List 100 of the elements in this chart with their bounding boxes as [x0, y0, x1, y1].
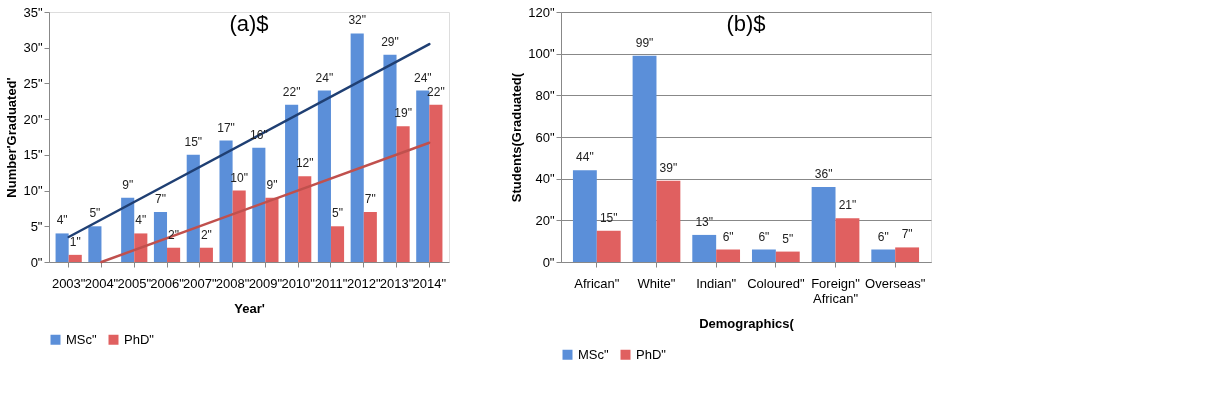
data-label: 9" — [266, 177, 278, 192]
y-tick-label: 25" — [23, 75, 43, 91]
bar — [330, 226, 345, 262]
data-label: 1" — [69, 234, 81, 249]
x-tick-label: 2003" — [51, 275, 86, 291]
data-label: 29" — [381, 34, 399, 49]
bar — [167, 247, 181, 262]
bar — [383, 54, 397, 262]
data-label: 5" — [782, 231, 794, 246]
bar — [751, 249, 776, 262]
bar — [232, 190, 246, 262]
bar — [835, 218, 860, 262]
bar — [88, 226, 102, 262]
data-label: 15" — [184, 134, 203, 149]
x-tick-label: 2012" — [346, 275, 381, 291]
chart-title: (a)$ — [229, 11, 269, 36]
y-tick-label: 40" — [535, 171, 555, 187]
x-axis-title: Year' — [234, 300, 265, 316]
legend-label: MSc" — [578, 346, 609, 362]
bar — [572, 170, 597, 262]
data-label: 7" — [901, 227, 913, 242]
data-label: 7" — [364, 192, 376, 206]
y-axis-title: Students(Graduated( — [509, 72, 525, 203]
data-label: 6" — [877, 229, 889, 244]
legend-label: PhD" — [636, 346, 667, 362]
x-tick-label: 2007" — [183, 275, 217, 291]
bar — [429, 104, 443, 262]
x-tick-label: Coloured" — [747, 275, 805, 291]
data-label: 4" — [135, 213, 147, 228]
data-label: 6" — [722, 229, 734, 244]
x-tick-label: Overseas" — [865, 275, 926, 291]
data-label: 99" — [635, 35, 654, 50]
x-tick-label: White" — [637, 275, 676, 291]
bar — [68, 254, 82, 262]
y-tick-label: 20" — [535, 212, 555, 228]
legend-label: PhD" — [124, 331, 155, 347]
bar — [186, 154, 200, 262]
y-axis-title: Number'Graduated' — [4, 77, 20, 198]
x-tick-label: 2010" — [281, 275, 316, 291]
x-tick-label: Foreign" African" — [811, 275, 861, 306]
bar — [716, 249, 741, 262]
bar — [252, 147, 266, 262]
bar — [350, 33, 364, 262]
y-tick-label: 120" — [528, 4, 555, 20]
bar — [596, 230, 621, 262]
bar — [199, 247, 213, 262]
bar — [134, 233, 148, 262]
data-label: 5" — [332, 206, 343, 221]
x-tick-label: 2004" — [84, 275, 119, 291]
bar — [265, 197, 279, 262]
data-label: 6" — [758, 229, 770, 244]
y-tick-label: 15" — [23, 147, 43, 163]
y-tick-label: 0" — [30, 254, 43, 270]
x-tick-label: 2013" — [379, 275, 414, 291]
data-label: 17" — [217, 120, 235, 135]
x-tick-label: 2008" — [215, 275, 250, 291]
bar — [871, 249, 896, 262]
y-tick-label: 0" — [542, 254, 555, 270]
bar — [632, 55, 657, 262]
bar — [396, 126, 410, 262]
x-axis-title: Demographics( — [699, 315, 795, 331]
x-tick-label: African" — [574, 275, 620, 291]
y-tick-label: 80" — [535, 87, 555, 103]
y-tick-label: 100" — [528, 46, 555, 62]
bar — [363, 212, 377, 262]
x-tick-label: 2006" — [150, 275, 185, 291]
y-tick-label: 20" — [23, 111, 43, 127]
y-tick-label: 35" — [23, 4, 43, 20]
y-tick-label: 30" — [23, 40, 43, 56]
bar — [55, 233, 69, 262]
chart-title: (b)$ — [726, 11, 766, 36]
y-tick-label: 5" — [30, 218, 43, 234]
bar — [656, 180, 681, 262]
y-tick-label: 10" — [23, 183, 43, 199]
data-label: 39" — [659, 160, 678, 175]
data-label: 22" — [427, 84, 445, 99]
bar — [285, 104, 299, 262]
data-label: 24" — [413, 70, 432, 85]
data-label: 24" — [315, 70, 334, 85]
x-tick-label: 2011" — [314, 275, 348, 291]
data-label: 15" — [599, 210, 618, 225]
data-label: 22" — [282, 84, 301, 99]
bar — [121, 197, 135, 262]
data-label: 7" — [155, 192, 166, 206]
bar — [317, 90, 331, 262]
x-tick-label: 2005" — [117, 275, 152, 291]
y-tick-label: 60" — [535, 129, 555, 145]
data-label: 5" — [89, 206, 101, 221]
bar — [811, 187, 836, 262]
x-tick-label: Indian" — [696, 275, 737, 291]
data-label: 4" — [56, 213, 68, 228]
data-label: 32" — [348, 13, 366, 28]
bar — [219, 140, 233, 262]
x-tick-label: 2014" — [412, 275, 447, 291]
x-tick-label: 2009" — [248, 275, 283, 291]
bar — [895, 247, 920, 262]
data-label: 9" — [122, 177, 134, 192]
bar — [298, 176, 312, 262]
data-label: 13" — [695, 214, 714, 229]
data-label: 2" — [200, 227, 212, 242]
